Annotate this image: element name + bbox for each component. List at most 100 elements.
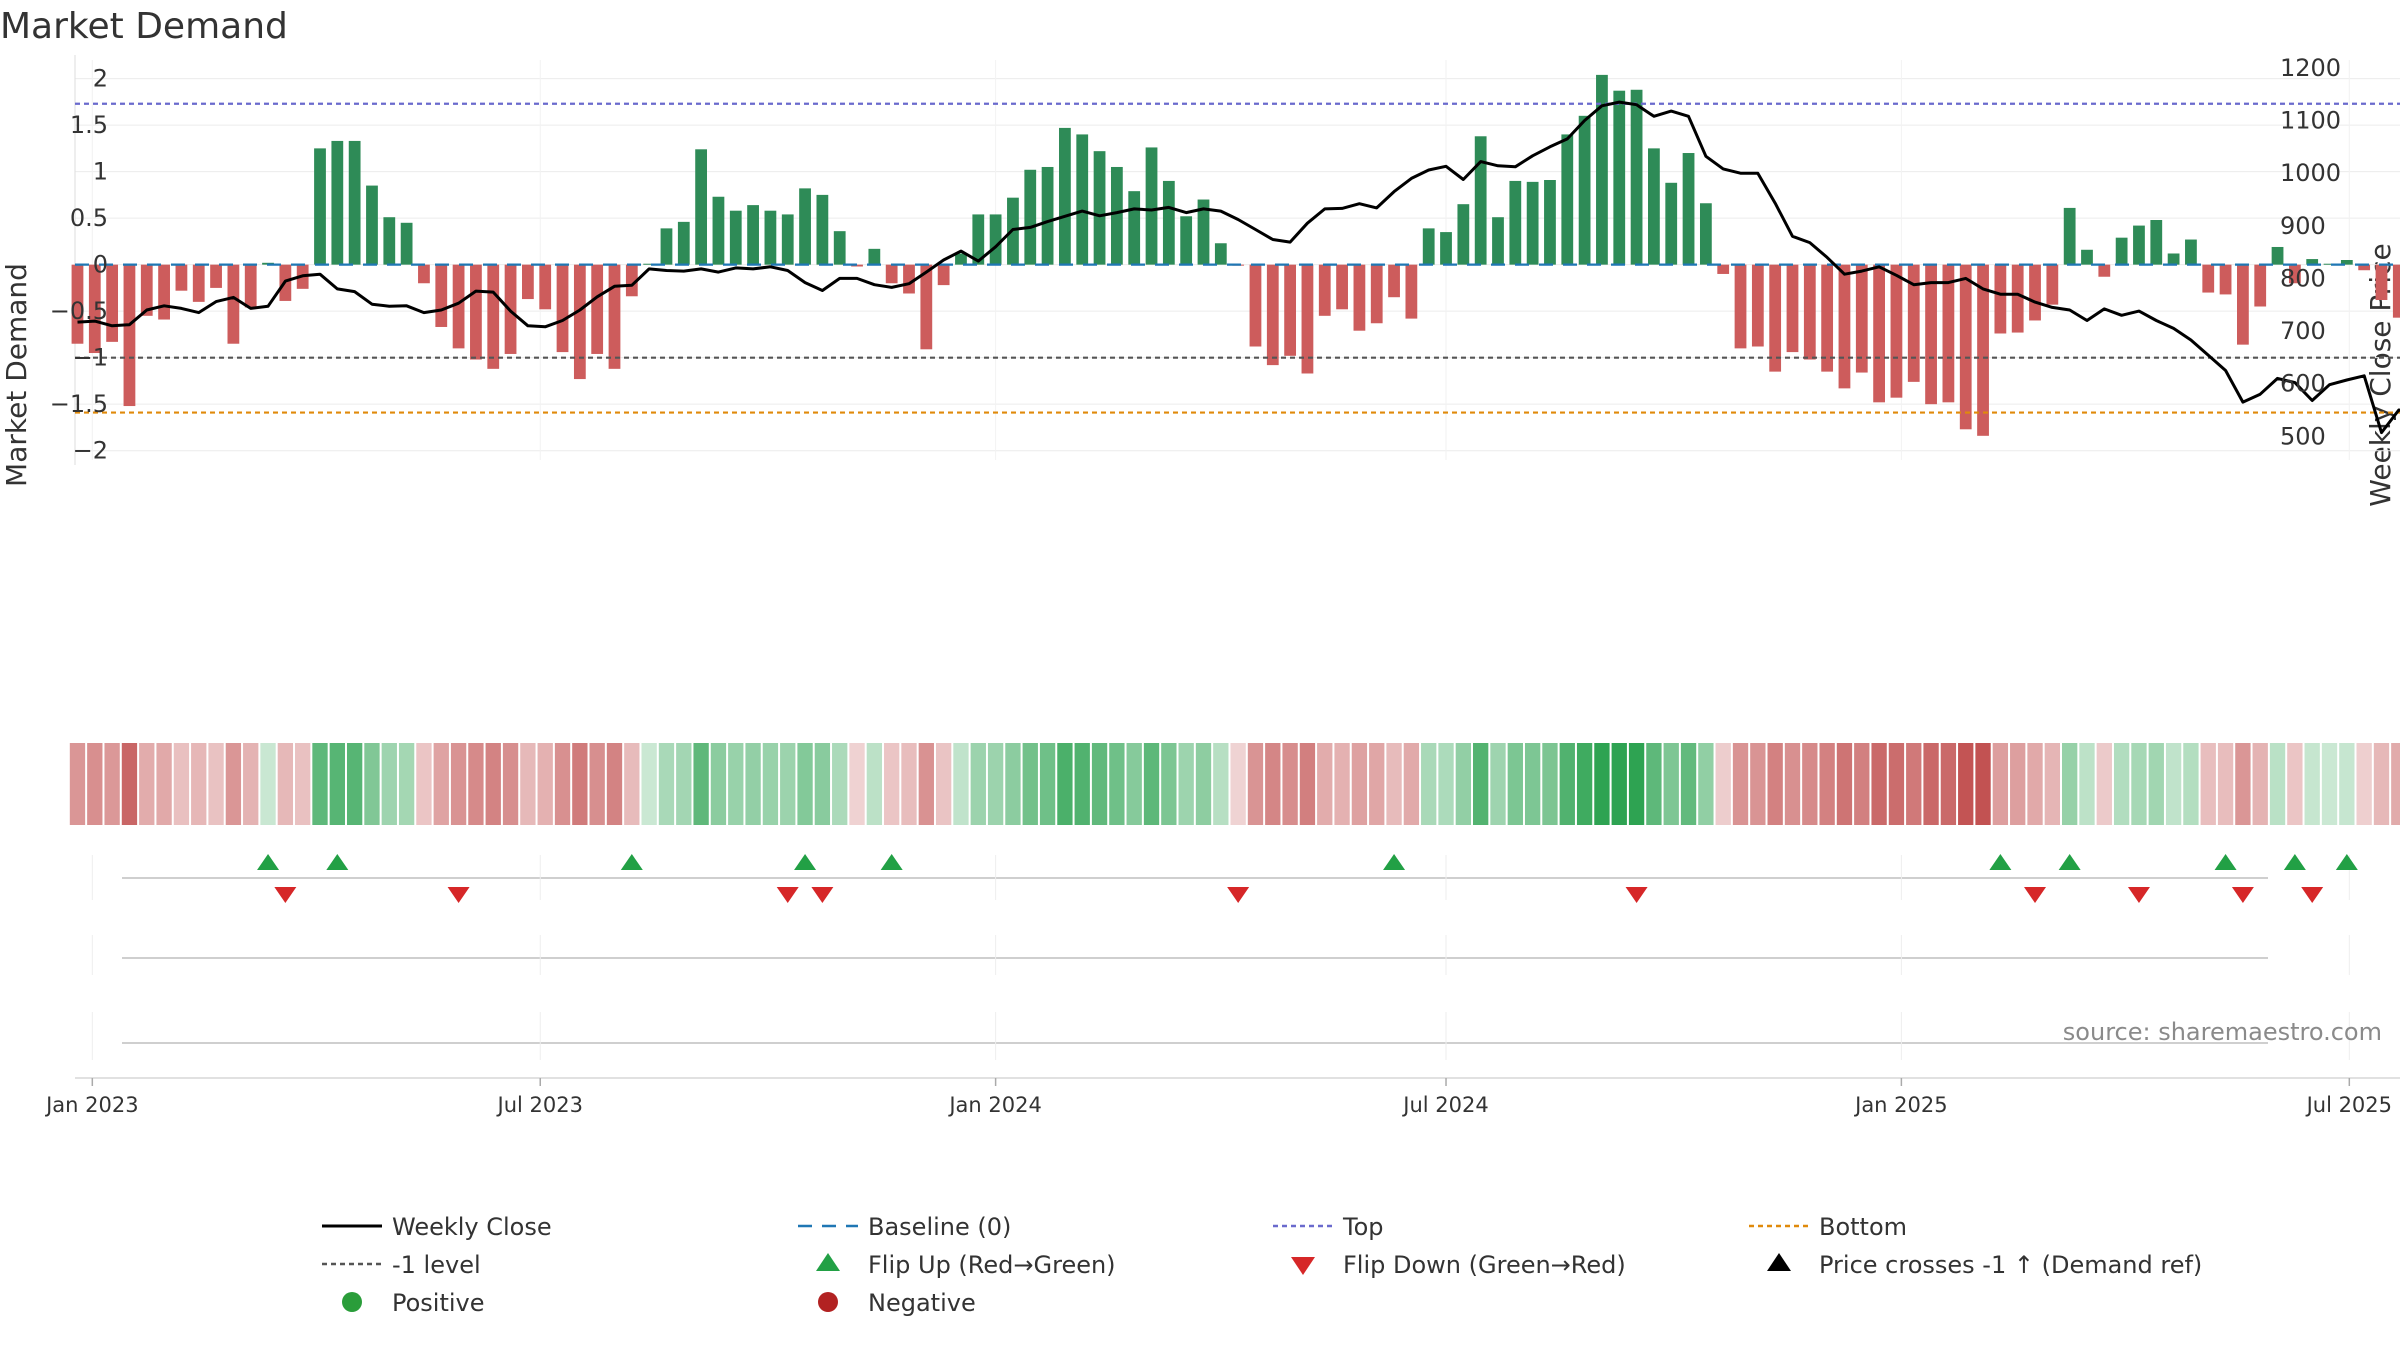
heat-cell — [970, 743, 986, 825]
flip-down-marker — [776, 887, 799, 903]
weekly-close-polyline — [77, 100, 2400, 435]
heat-cell — [1940, 743, 1957, 825]
heat-cell — [1126, 743, 1142, 825]
heat-cell — [1317, 743, 1333, 825]
demand-bar — [1994, 264, 2007, 334]
demand-bar — [314, 148, 326, 265]
y2-tick-label: 1000 — [2280, 159, 2341, 187]
demand-bar — [1751, 264, 1764, 347]
heat-cell — [191, 743, 207, 825]
demand-bar — [764, 210, 777, 265]
demand-bar — [88, 264, 101, 354]
heat-cell — [1542, 743, 1558, 825]
heat-cell — [450, 743, 467, 825]
heat-cell — [1161, 743, 1177, 825]
demand-bar — [1405, 264, 1418, 319]
y-tick-label: 1.5 — [70, 111, 108, 139]
heat-cell — [1455, 743, 1472, 825]
heat-cell — [312, 743, 328, 825]
heat-cell — [1698, 743, 1714, 825]
demand-bar — [799, 188, 811, 265]
demand-bar — [1578, 115, 1591, 265]
demand-bar — [573, 264, 586, 380]
heat-cell — [572, 743, 588, 825]
demand-bar — [1474, 136, 1487, 265]
demand-bar — [781, 214, 794, 265]
heat-cell — [139, 743, 155, 825]
heat-cell — [901, 743, 917, 825]
heat-cell — [1888, 743, 1905, 825]
flip-up-marker — [794, 854, 817, 870]
demand-bar — [1734, 264, 1747, 349]
legend-symbol — [1767, 1253, 1791, 1271]
demand-bar — [833, 231, 846, 265]
heat-cell — [329, 743, 345, 825]
heat-cell — [1906, 743, 1922, 825]
heat-cell — [1992, 743, 2009, 825]
y2-tick-label: 800 — [2280, 264, 2326, 292]
flip-up-marker — [2283, 854, 2306, 870]
demand-bar — [1145, 147, 1158, 265]
heat-cell — [1334, 743, 1350, 825]
demand-bar — [1665, 182, 1678, 265]
demand-bar — [1907, 264, 1920, 382]
demand-bar — [972, 214, 985, 265]
demand-bar — [435, 264, 448, 327]
legend-label: Weekly Close — [392, 1213, 552, 1241]
demand-bar — [1093, 151, 1106, 265]
flip-up-marker — [2335, 854, 2358, 870]
demand-bar — [1890, 264, 1903, 398]
heat-cell — [606, 743, 623, 825]
demand-bar — [1284, 264, 1297, 356]
heat-cell — [1230, 743, 1246, 825]
demand-bar — [1110, 166, 1123, 265]
heat-cell — [2113, 743, 2130, 825]
demand-bar — [2115, 237, 2128, 265]
demand-bar — [2288, 264, 2301, 284]
demand-bar — [452, 264, 465, 349]
heat-cell — [277, 743, 294, 825]
demand-bar — [244, 264, 257, 308]
weekly-close-line — [77, 100, 2400, 435]
demand-bar — [140, 264, 153, 316]
y2-tick-label: 500 — [2280, 422, 2326, 450]
heat-cell — [1854, 743, 1870, 825]
legend-label: Bottom — [1819, 1213, 1907, 1241]
demand-bar — [1855, 264, 1868, 373]
demand-bar — [2306, 259, 2319, 265]
heat-cell — [433, 743, 449, 825]
legend: Weekly Close Baseline (0) Top Bottom -1 leve… — [322, 1213, 2202, 1317]
heat-cell — [780, 743, 796, 825]
demand-bar — [591, 264, 604, 354]
demand-bar — [2046, 264, 2059, 305]
demand-bar — [348, 140, 361, 265]
demand-bar — [1162, 180, 1175, 265]
demand-bar — [1076, 134, 1089, 265]
demand-bar — [1353, 264, 1366, 331]
demand-bar — [1197, 199, 1210, 265]
heat-cell — [1403, 743, 1420, 825]
demand-bar — [210, 264, 222, 288]
chart-title: Market Demand — [0, 6, 288, 47]
flip-up-marker — [620, 854, 643, 870]
heat-cell — [745, 743, 761, 825]
flip-up-marker — [1989, 854, 2012, 870]
demand-bar — [660, 228, 673, 265]
heat-cell — [398, 743, 415, 825]
demand-bar — [1422, 228, 1435, 265]
demand-bar — [747, 205, 759, 265]
demand-bar — [158, 264, 170, 320]
heat-cell — [2252, 743, 2268, 825]
heat-cell — [295, 743, 311, 825]
demand-bar — [366, 185, 378, 265]
heat-cell — [987, 743, 1004, 825]
heat-cell — [918, 743, 934, 825]
demand-bar — [608, 264, 621, 369]
demand-bar — [1336, 264, 1348, 310]
heat-cell — [1057, 743, 1073, 825]
demand-bar — [1024, 169, 1037, 265]
y2-tick-label: 1100 — [2280, 107, 2341, 135]
demand-bar — [1682, 153, 1695, 265]
flip-down-marker — [2024, 887, 2047, 903]
